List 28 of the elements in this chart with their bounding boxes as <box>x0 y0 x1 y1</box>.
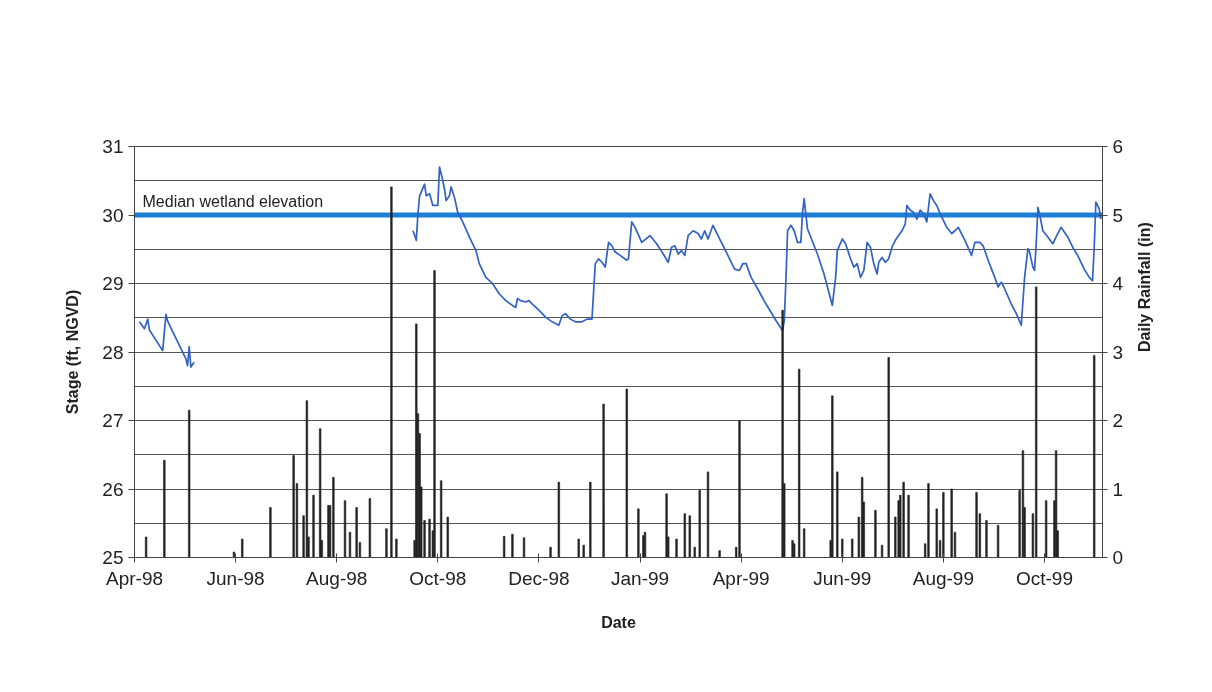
y-tick-label: 27 <box>102 410 124 431</box>
y2-tick-label: 5 <box>1112 204 1124 226</box>
y2-tick-label: 4 <box>1112 273 1124 294</box>
x-tick-label: Aug-99 <box>912 567 975 589</box>
y-tick-label: 28 <box>102 341 124 363</box>
ref-line-label: Median wetland elevation <box>142 193 324 210</box>
x-tick-label: Jun-98 <box>206 567 265 589</box>
x-tick-label: Apr-99 <box>712 567 770 589</box>
x-tick-label: Oct-99 <box>1015 567 1074 589</box>
x-tick-label: Apr-98 <box>105 567 164 589</box>
y-tick-label: 26 <box>102 478 124 500</box>
x-tick-label: Oct-98 <box>409 567 467 589</box>
x-tick-label: Dec-98 <box>508 567 570 589</box>
y2-tick-label: 0 <box>1112 547 1124 568</box>
y2-tick-label: 1 <box>1112 478 1124 500</box>
x-axis-title: Date <box>601 613 636 631</box>
y2-tick-label: 6 <box>1112 136 1124 157</box>
x-tick-label: Jun-99 <box>813 567 872 589</box>
x-tick-label: Aug-98 <box>306 567 368 589</box>
y-tick-label: 31 <box>102 136 124 157</box>
y-tick-label: 25 <box>102 547 124 568</box>
y-axis-title: Stage (ft, NGVD) <box>64 289 82 415</box>
y2-tick-label: 3 <box>1112 341 1124 363</box>
y2-tick-label: 2 <box>1112 410 1124 431</box>
x-tick-label: Jan-99 <box>611 567 670 589</box>
y-tick-label: 29 <box>102 273 124 294</box>
y-tick-label: 30 <box>102 204 124 226</box>
y2-axis-title: Daily Rainfall (in) <box>1135 222 1153 352</box>
